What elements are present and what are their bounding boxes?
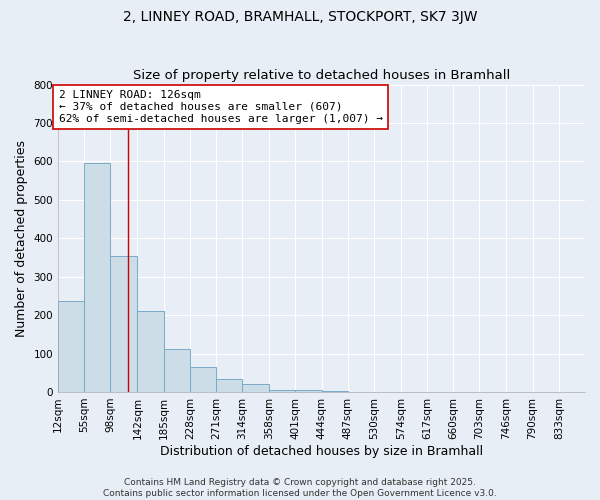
Bar — [164, 348, 190, 392]
Bar — [216, 378, 242, 392]
Bar — [242, 384, 269, 392]
Bar — [322, 391, 348, 392]
Text: 2, LINNEY ROAD, BRAMHALL, STOCKPORT, SK7 3JW: 2, LINNEY ROAD, BRAMHALL, STOCKPORT, SK7… — [123, 10, 477, 24]
Title: Size of property relative to detached houses in Bramhall: Size of property relative to detached ho… — [133, 69, 510, 82]
Bar — [190, 367, 216, 392]
Bar — [137, 312, 164, 392]
Bar — [295, 390, 322, 392]
Bar — [269, 390, 295, 392]
Text: 2 LINNEY ROAD: 126sqm
← 37% of detached houses are smaller (607)
62% of semi-det: 2 LINNEY ROAD: 126sqm ← 37% of detached … — [59, 90, 383, 124]
Bar — [110, 256, 137, 392]
Y-axis label: Number of detached properties: Number of detached properties — [15, 140, 28, 337]
Text: Contains HM Land Registry data © Crown copyright and database right 2025.
Contai: Contains HM Land Registry data © Crown c… — [103, 478, 497, 498]
Bar — [84, 162, 110, 392]
Bar — [58, 301, 84, 392]
X-axis label: Distribution of detached houses by size in Bramhall: Distribution of detached houses by size … — [160, 444, 483, 458]
